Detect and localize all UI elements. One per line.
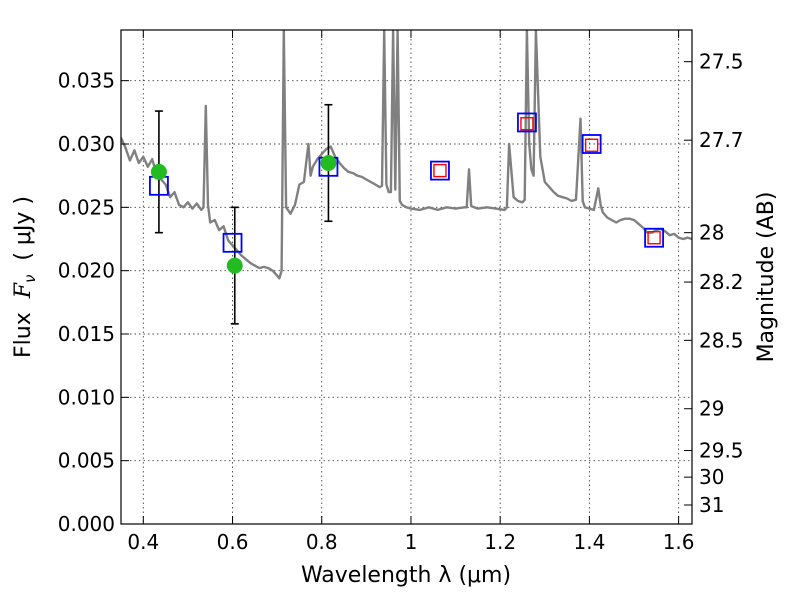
y-tick-label: 0.010 — [58, 385, 115, 409]
model-magnitude-marker — [222, 232, 243, 253]
x-tick-label: 1.4 — [573, 530, 605, 554]
model-magnitude-marker — [581, 134, 602, 154]
y-tick-label: 0.030 — [58, 132, 115, 156]
y2-tick-label: 31 — [699, 493, 724, 517]
y2-tick-label: 27.7 — [699, 128, 744, 152]
error-bars — [154, 103, 333, 325]
observed-flux-point — [320, 155, 337, 171]
x-tick-label: 0.8 — [306, 530, 338, 554]
y2-tick-label: 28.2 — [699, 270, 744, 294]
y2-tick-label: 27.5 — [699, 50, 744, 74]
y-tick-label: 0.020 — [58, 259, 115, 283]
x-tick-label: 1.2 — [484, 530, 516, 554]
y2-tick-label: 28 — [699, 221, 724, 245]
x-tick-label: 0.6 — [217, 530, 249, 554]
y-axis-label-symbol: F — [11, 282, 36, 299]
model-magnitude-inner-marker — [433, 163, 447, 178]
y2-tick-label: 29 — [699, 397, 724, 421]
model-spectrum-line — [121, 30, 692, 280]
x-tick-label: 1 — [405, 530, 418, 554]
x-tick-label: 1.6 — [663, 530, 695, 554]
model-magnitude-marker — [517, 112, 537, 133]
axis-ticks: 0.4 0.6 0.8 1 1.2 1.4 1.6 0.000 0.005 0.010 0.015 0… — [58, 30, 744, 554]
data-markers — [149, 112, 664, 274]
model-magnitude-marker — [430, 160, 450, 181]
x-axis-label: Wavelength λ (μm) — [301, 563, 511, 588]
y-tick-label: 0.000 — [58, 512, 115, 536]
y-axis-label-suffix: ( μJy ) — [11, 196, 36, 275]
y2-tick-label: 28.5 — [699, 328, 744, 352]
y-axis-label-prefix: Flux — [11, 298, 36, 358]
model-magnitude-inner-marker — [584, 138, 599, 152]
y-tick-label: 0.035 — [58, 69, 115, 93]
observed-flux-point — [226, 257, 243, 274]
y-axis-label-subscript: ν — [21, 275, 39, 283]
x-tick-label: 0.4 — [127, 530, 159, 554]
y2-tick-label: 29.5 — [699, 439, 744, 463]
y2-axis-label: Magnitude (AB) — [754, 192, 779, 363]
observed-flux-point — [150, 163, 167, 180]
model-magnitude-marker — [644, 227, 664, 248]
y-axis-label: Flux Fν ( μJy ) — [11, 196, 39, 358]
y-tick-label: 0.025 — [58, 195, 115, 219]
plot-frame — [120, 29, 693, 525]
model-magnitude-inner-marker — [647, 231, 661, 245]
y2-tick-label: 30 — [699, 465, 724, 489]
y-tick-label: 0.015 — [58, 322, 115, 346]
model-magnitude-inner-marker — [520, 117, 534, 131]
y-tick-label: 0.005 — [58, 449, 115, 473]
grid-lines — [121, 30, 692, 524]
